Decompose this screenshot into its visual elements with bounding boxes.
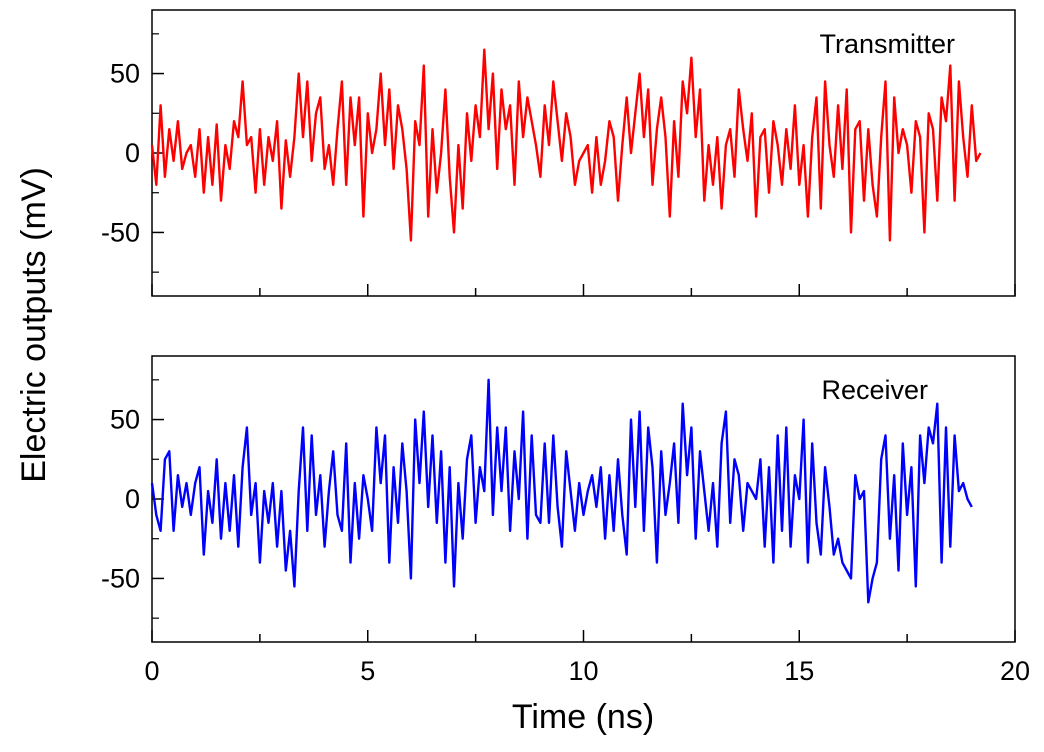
receiver-panel-label: Receiver xyxy=(821,375,928,405)
y-axis-title: Electric outputs (mV) xyxy=(15,167,53,483)
receiver-y-tick-label: 0 xyxy=(125,484,140,514)
transmitter-panel-label: Transmitter xyxy=(819,29,955,59)
transmitter-axis-ticks: -50 0 50 xyxy=(101,33,1016,296)
x-tick-label: 0 xyxy=(144,656,159,686)
x-tick-label: 5 xyxy=(360,656,375,686)
receiver-y-tick-label: -50 xyxy=(101,563,140,593)
transmitter-series-line xyxy=(150,48,982,242)
x-tick-labels: 0 5 10 15 20 xyxy=(144,656,1030,686)
x-tick-label: 20 xyxy=(1000,656,1030,686)
receiver-panel: -50 0 50 Receiver xyxy=(101,355,1016,643)
receiver-axis-ticks: -50 0 50 xyxy=(101,379,1016,642)
x-tick-label: 15 xyxy=(784,656,814,686)
transmitter-y-tick-label: -50 xyxy=(101,217,140,247)
transmitter-y-tick-label: 50 xyxy=(110,59,140,89)
transmitter-y-tick-label: 0 xyxy=(125,138,140,168)
transmitter-panel: -50 0 50 Transmitter xyxy=(101,9,1016,297)
x-axis-title: Time (ns) xyxy=(512,698,654,736)
receiver-series-line xyxy=(150,378,973,604)
receiver-y-tick-label: 50 xyxy=(110,405,140,435)
x-tick-label: 10 xyxy=(568,656,598,686)
